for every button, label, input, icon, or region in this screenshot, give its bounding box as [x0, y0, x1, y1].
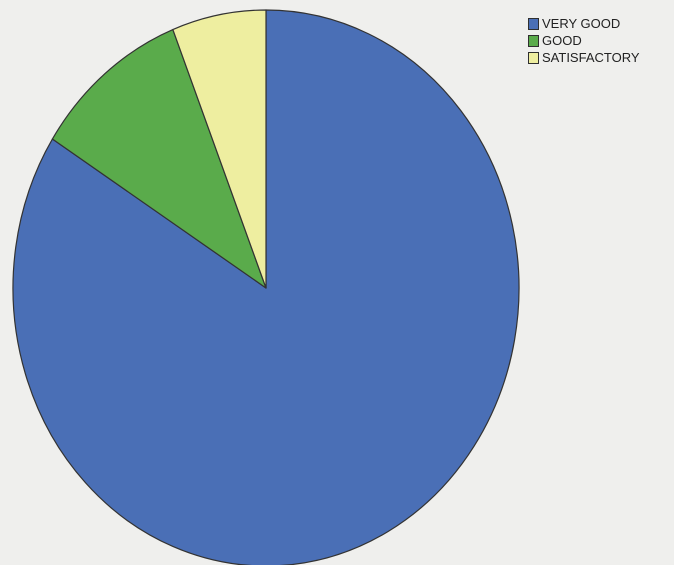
legend-item-good: GOOD: [528, 32, 673, 49]
legend-swatch-satisfactory: [528, 51, 539, 64]
legend-label-good: GOOD: [542, 33, 582, 48]
legend-label-very-good: VERY GOOD: [542, 16, 621, 31]
legend-label-satisfactory: SATISFACTORY: [542, 50, 640, 65]
pie-slice-satisfactory: [172, 9, 267, 289]
legend-swatch-good: [528, 34, 539, 47]
pie-slice-good: [51, 28, 267, 289]
legend-item-satisfactory: SATISFACTORY: [528, 49, 673, 66]
legend-item-very-good: VERY GOOD: [528, 15, 673, 32]
legend-swatch-very-good: [528, 17, 539, 30]
pie-slices: [12, 9, 520, 565]
legend: VERY GOOD GOOD SATISFACTORY: [528, 15, 673, 66]
pie-slice-very-good: [12, 9, 520, 565]
